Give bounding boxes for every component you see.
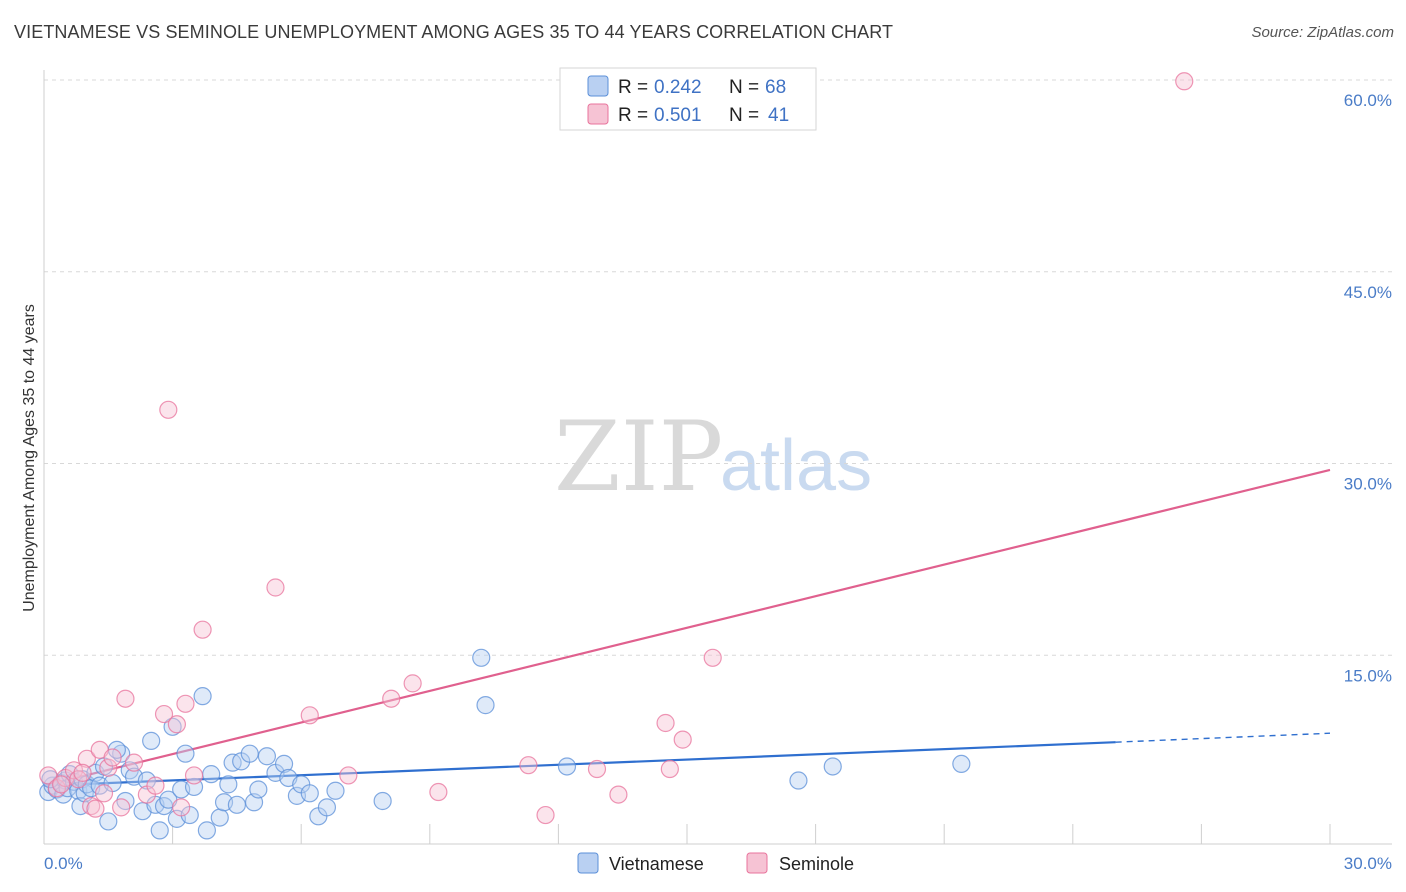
data-point (373, 791, 392, 811)
chart-title: VIETNAMESE VS SEMINOLE UNEMPLOYMENT AMON… (14, 22, 894, 42)
data-point (656, 713, 675, 733)
data-point (219, 775, 238, 794)
legend-swatch-vietnamese (587, 75, 609, 97)
data-point (403, 674, 422, 693)
y-tick-label: 60.0% (1344, 91, 1392, 110)
y-tick-label: 15.0% (1344, 666, 1392, 685)
legend-n-label: N = (729, 77, 759, 98)
data-point (266, 578, 285, 597)
legend-n-label: N = (729, 105, 759, 126)
legend-swatch-seminole (746, 852, 768, 874)
data-point (137, 771, 156, 790)
data-point (557, 757, 577, 776)
data-point (472, 648, 491, 667)
y-axis-label: Unemployment Among Ages 35 to 44 years (21, 304, 38, 612)
series-legend: Vietnamese Seminole (577, 852, 854, 874)
legend-label-seminole: Seminole (779, 854, 854, 874)
axes (43, 70, 1392, 845)
data-point (300, 706, 319, 725)
data-point (176, 694, 195, 713)
data-point (167, 715, 186, 734)
data-point (176, 744, 195, 763)
correlation-legend: R = 0.242 N = 68 R = 0.501 N = 41 (559, 67, 817, 131)
data-point (519, 756, 538, 775)
legend-r-label: R = (618, 105, 648, 126)
legend-n-value: 68 (765, 77, 786, 98)
watermark-zip: ZIP (554, 401, 723, 513)
x-tick-label: 0.0% (44, 854, 83, 873)
data-point (249, 780, 268, 799)
grid-lines (44, 79, 1392, 656)
watermark-atlas: atlas (720, 426, 872, 506)
data-point (103, 748, 122, 767)
data-point (587, 759, 607, 779)
data-point (952, 754, 971, 774)
data-point (154, 704, 174, 724)
data-point (94, 784, 114, 803)
data-point (326, 781, 345, 800)
data-point (150, 821, 169, 840)
y-tick-label: 45.0% (1344, 283, 1392, 302)
data-point (703, 648, 722, 667)
x-tick-label: 30.0% (1344, 854, 1392, 873)
data-point (210, 808, 229, 827)
data-point (77, 749, 96, 768)
data-point (184, 766, 204, 785)
data-point (124, 753, 144, 772)
data-point (1175, 72, 1194, 91)
data-point (339, 766, 358, 785)
data-point (240, 744, 259, 763)
data-point (227, 795, 246, 814)
data-point (193, 687, 212, 706)
legend-r-label: R = (618, 77, 648, 98)
data-point (660, 759, 679, 779)
data-point (536, 805, 555, 825)
data-point (257, 747, 277, 766)
data-point (823, 757, 842, 776)
data-point (73, 763, 92, 782)
data-point (300, 784, 319, 803)
data-point (609, 785, 628, 804)
data-point (274, 754, 294, 774)
data-point (317, 798, 337, 817)
data-point (193, 620, 212, 639)
legend-r-value: 0.242 (654, 77, 702, 98)
data-point (99, 812, 118, 831)
data-point (116, 689, 135, 708)
legend-n-value: 41 (768, 105, 789, 126)
data-point (146, 776, 165, 795)
data-point (52, 775, 71, 794)
data-point (789, 771, 808, 790)
data-point (159, 400, 178, 419)
data-point (429, 782, 448, 802)
trend-line-vietnamese-extension (1115, 732, 1331, 743)
data-point (86, 799, 105, 818)
y-tick-label: 30.0% (1344, 475, 1392, 494)
data-point (197, 821, 216, 840)
data-point (142, 731, 161, 750)
data-point (476, 696, 495, 715)
tick-labels: 15.0% 30.0% 45.0% 60.0% 0.0% 30.0% (44, 91, 1392, 873)
source-label: Source: ZipAtlas.com (1251, 24, 1394, 41)
legend-swatch-vietnamese (577, 852, 599, 874)
legend-label-vietnamese: Vietnamese (609, 854, 704, 874)
data-point (99, 758, 118, 777)
trend-line-seminole (43, 468, 1331, 787)
data-point (112, 798, 131, 817)
legend-swatch-seminole (587, 103, 609, 125)
data-points (39, 72, 1194, 840)
legend-r-value: 0.501 (654, 105, 702, 126)
series-seminole (39, 72, 1194, 825)
data-point (673, 730, 692, 749)
data-point (202, 765, 221, 784)
data-point (382, 689, 401, 708)
data-point (172, 798, 191, 817)
